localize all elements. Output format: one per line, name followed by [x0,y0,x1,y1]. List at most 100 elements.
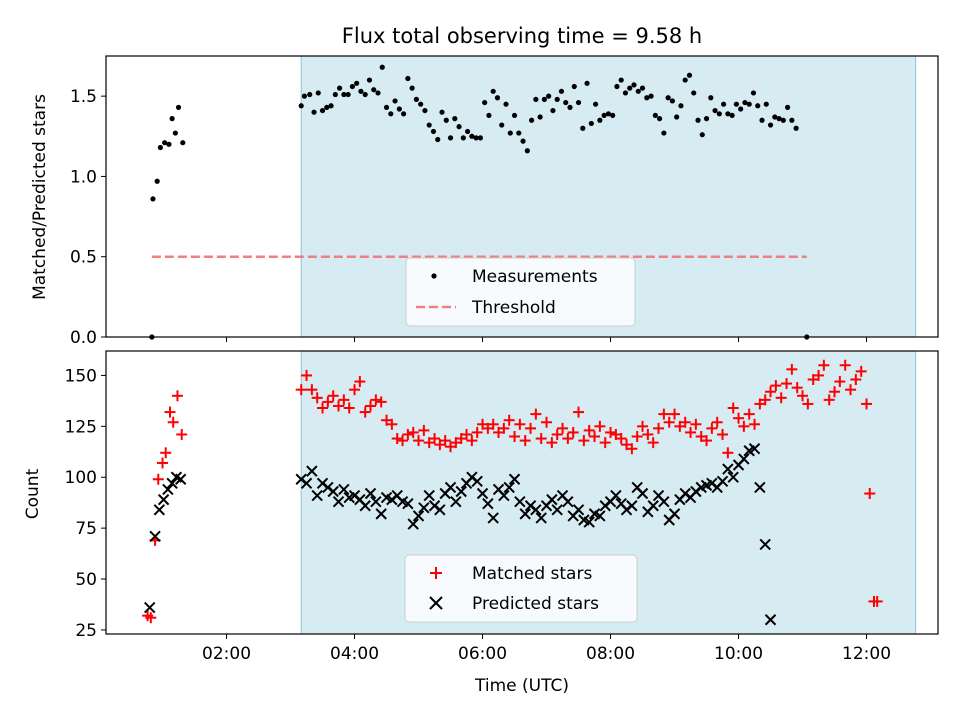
measurement-point [375,90,381,96]
measurement-point [665,95,671,101]
matched-star-point [295,384,307,396]
matched-star-point [171,390,183,402]
predicted-x-b [519,508,531,520]
predicted-x-b [572,504,585,516]
legend-predicted-marker [429,596,443,610]
measurement-point [631,82,637,88]
predicted-star-point [444,481,457,494]
measurement-point [635,88,641,94]
predicted-x-b [418,502,430,514]
predicted-star-point [149,530,161,542]
predicted-x-b [716,475,729,488]
matched-star-point [818,359,830,371]
predicted-star-point [738,453,750,465]
measurement-point [712,107,718,114]
bottom-x-tick-label: 04:00 [330,644,379,664]
measurement-point [392,98,398,104]
predicted-star-point [594,510,606,522]
measurement-point [597,117,603,123]
predicted-star-point [407,518,419,530]
top-chart-title: Flux total observing time = 9.58 h [342,24,702,48]
predicted-x-b [153,504,166,516]
predicted-x-b [380,491,393,504]
matched-star-point [770,380,782,392]
measurement-point [575,99,582,106]
predicted-star-point [610,489,622,502]
matched-star-point [557,422,569,434]
bottom-y-axis: 25 50 75 100 125 150 [65,366,106,641]
measurement-point [150,196,156,202]
predicted-star-point [144,601,156,614]
predicted-x-b [508,473,521,485]
matched-star-point [690,418,702,430]
matched-star-point [359,406,371,418]
matched-star-point [647,437,659,449]
matched-star-point [145,612,157,624]
top-axes-frame [105,55,939,338]
measurement-point [593,101,599,107]
matched-star-point [349,384,361,396]
measurement-point [563,99,569,106]
matched-star-point [802,398,814,410]
bottom-axes-frame [105,350,939,635]
measurement-point [396,106,402,112]
predicted-star-point [748,443,761,455]
measurement-point [529,117,535,123]
predicted-x-b [455,485,467,498]
measurement-point [175,104,182,110]
measurement-point [388,111,394,117]
measurement-point [742,99,748,106]
matched-star-point [573,406,585,418]
measurement-point [172,130,178,136]
matched-star-point [418,424,430,436]
measurement-point [785,104,791,110]
matched-star-point [653,422,665,434]
measurement-point [324,104,330,110]
measurement-point [520,138,526,144]
measurement-point [546,93,552,99]
predicted-star-point [370,495,382,508]
predicted-star-point [471,475,483,488]
predicted-x-b [514,495,526,508]
predicted-x-b [562,495,574,508]
predicted-x-b [311,489,323,502]
matched-star-point [509,431,521,443]
measurement-point [721,101,727,107]
predicted-x-b [434,504,446,516]
matched-star-point [386,418,398,430]
top-legend-box [405,257,636,327]
predicted-star-point [498,489,510,502]
predicted-x-b [423,489,435,502]
top-data-layer [149,64,810,340]
measurement-point [341,91,347,98]
matched-star-point [530,408,542,420]
top-x-axis [226,337,868,342]
legend-matched-label: Matched stars [472,564,592,584]
measurement-point [682,77,688,83]
measurement-point [328,103,334,109]
matched-star-point [626,443,638,455]
matched-star-point [743,408,755,420]
predicted-star-point [487,512,499,524]
bottom-y-tick-label: 50 [75,570,97,590]
matched-star-point [781,378,793,390]
measurement-point [644,95,650,101]
matched-star-point [589,431,601,443]
measurement-point [332,91,338,98]
matched-star-point [466,435,478,447]
matched-star-point [791,382,803,394]
matched-star-point [864,488,876,500]
measurement-point [345,91,351,98]
predicted-x-b [407,518,419,530]
predicted-x-b [722,463,734,475]
measurement-point [452,116,458,122]
predicted-x-b [503,481,515,494]
measurement-point [499,122,505,128]
predicted-x-b [402,497,414,510]
predicted-star-point [508,473,521,485]
measurement-point [793,125,799,131]
predicted-x-b [727,471,739,483]
matched-star-point [861,398,873,410]
predicted-star-point [375,508,387,520]
